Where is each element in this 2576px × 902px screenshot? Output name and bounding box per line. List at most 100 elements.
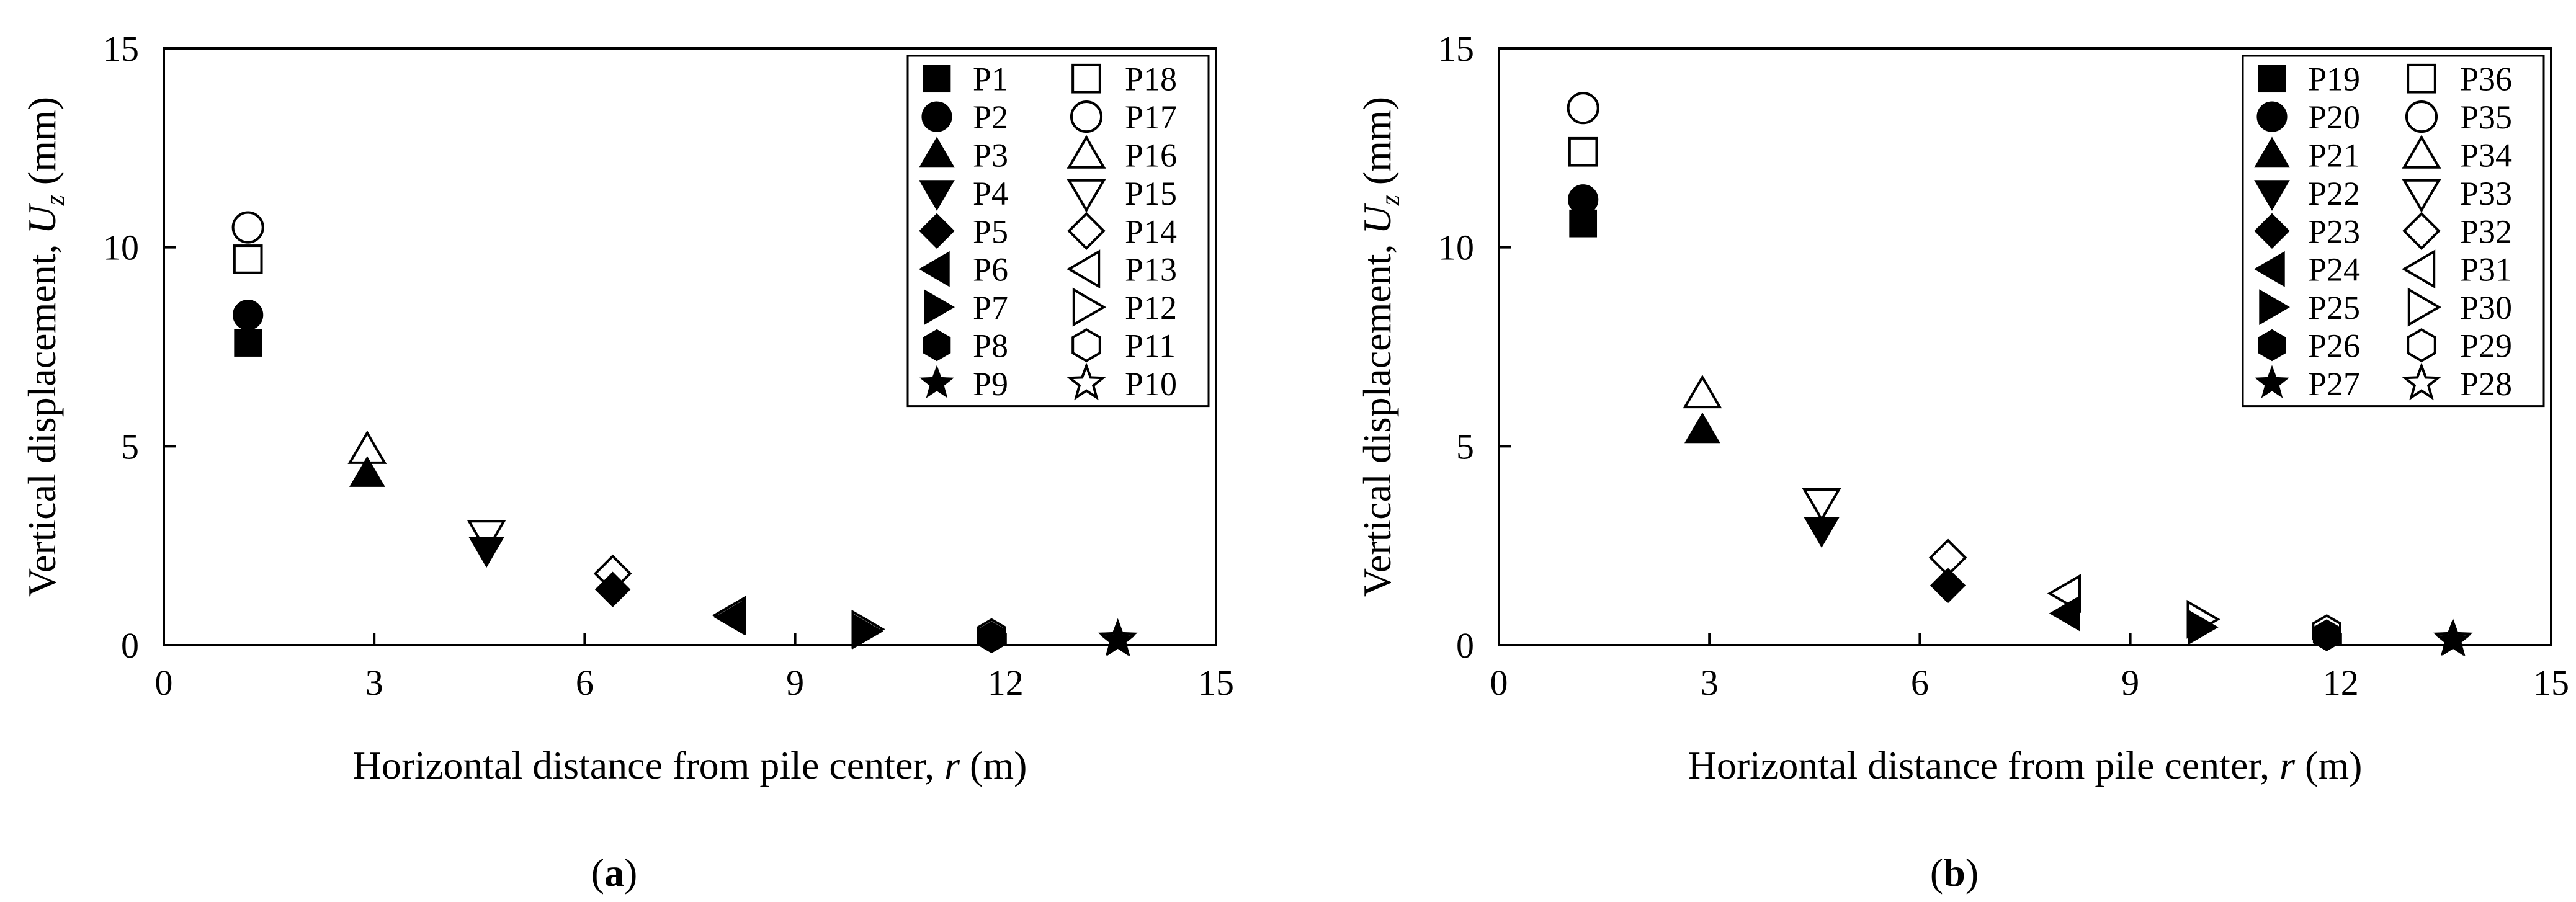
legend-label: P31 xyxy=(2460,251,2512,288)
legend-entry: P15 xyxy=(1067,175,1177,213)
legend-entry: P8 xyxy=(923,328,1008,365)
legend-entry: P1 xyxy=(923,61,1008,98)
x-tick-label: 6 xyxy=(576,663,594,703)
legend-label: P3 xyxy=(973,137,1008,174)
data-point-p25 xyxy=(2188,609,2219,645)
legend-entry: P13 xyxy=(1067,249,1177,289)
y-axis-label: Vertical displacement, Uz (mm) xyxy=(20,97,70,597)
legend-label: P13 xyxy=(1125,251,1177,288)
legend-label: P6 xyxy=(973,251,1008,288)
legend-entry: P24 xyxy=(2254,251,2360,288)
data-point-p17 xyxy=(231,211,264,244)
legend-marker-p34 xyxy=(2402,135,2441,169)
legend-marker-p17 xyxy=(1070,100,1103,133)
legend-entry: P25 xyxy=(2259,289,2360,326)
legend-marker-p35 xyxy=(2405,100,2438,133)
y-tick-label: 10 xyxy=(1438,228,1474,268)
legend-entry: P5 xyxy=(919,213,1008,250)
x-tick-label: 0 xyxy=(155,663,173,703)
legend-label: P1 xyxy=(973,61,1008,98)
legend-label: P9 xyxy=(973,365,1008,403)
legend-label: P17 xyxy=(1125,99,1177,136)
legend-entry: P17 xyxy=(1070,99,1177,136)
legend-marker-p24 xyxy=(2254,251,2285,287)
legend-label: P2 xyxy=(973,99,1008,136)
legend-marker-p9 xyxy=(919,365,954,398)
data-point-p9 xyxy=(1100,623,1135,656)
data-point-p35 xyxy=(1567,92,1599,125)
panel-label: (b) xyxy=(1930,851,1979,895)
x-axis-label: Horizontal distance from pile center, r … xyxy=(353,743,1027,787)
x-tick-label: 3 xyxy=(365,663,383,703)
panel-label: (a) xyxy=(591,851,638,895)
legend-entry: P9 xyxy=(919,365,1008,403)
data-point-p7 xyxy=(852,613,883,650)
legend-marker-p14 xyxy=(1067,212,1106,251)
legend-entry: P2 xyxy=(921,99,1008,136)
y-tick-label: 0 xyxy=(1456,625,1474,666)
plot-frame xyxy=(1498,47,2552,646)
legend-label: P36 xyxy=(2460,61,2512,98)
data-point-p6 xyxy=(713,599,745,635)
legend-marker-p36 xyxy=(2407,63,2436,94)
data-point-p26 xyxy=(2312,619,2341,651)
legend-label: P24 xyxy=(2308,251,2360,288)
legend-marker-p2 xyxy=(921,101,952,132)
data-point-p34 xyxy=(1683,375,1722,409)
legend-marker-p27 xyxy=(2255,365,2289,398)
legend-entry: P21 xyxy=(2254,137,2360,174)
legend-label: P28 xyxy=(2460,365,2512,403)
x-tick-label: 3 xyxy=(1701,663,1719,703)
data-point-p18 xyxy=(233,244,263,274)
legend-entry: P28 xyxy=(2401,362,2512,403)
legend-entry: P27 xyxy=(2255,365,2360,403)
legend-entry: P29 xyxy=(2407,328,2512,365)
legend-label: P30 xyxy=(2460,289,2512,326)
legend-marker-p8 xyxy=(923,329,951,362)
legend-marker-p6 xyxy=(919,251,950,287)
data-point-p21 xyxy=(1684,412,1720,444)
legend-entry: P35 xyxy=(2405,99,2512,136)
legend-marker-p22 xyxy=(2254,180,2290,211)
legend-label: P27 xyxy=(2308,365,2360,403)
legend-marker-p20 xyxy=(2256,101,2288,132)
legend-marker-p28 xyxy=(2401,362,2442,401)
data-point-p24 xyxy=(2049,595,2080,632)
legend-entry: P23 xyxy=(2254,213,2360,250)
legend-box xyxy=(2242,55,2545,408)
x-tick-label: 15 xyxy=(1198,663,1234,703)
legend-marker-p11 xyxy=(1071,328,1101,363)
legend-marker-p29 xyxy=(2407,328,2436,363)
data-point-p36 xyxy=(1568,136,1598,167)
data-point-p22 xyxy=(1804,517,1840,548)
legend-marker-p10 xyxy=(1066,362,1107,401)
y-tick-label: 5 xyxy=(1456,426,1474,467)
data-point-p27 xyxy=(2435,623,2471,656)
data-point-p5 xyxy=(594,571,631,607)
legend-entry: P6 xyxy=(919,251,1008,288)
x-tick-label: 12 xyxy=(988,663,1024,703)
legend-label: P11 xyxy=(1125,328,1176,365)
legend-entry: P16 xyxy=(1067,135,1177,174)
legend-label: P32 xyxy=(2460,213,2512,250)
x-axis-label: Horizontal distance from pile center, r … xyxy=(1688,743,2363,787)
data-point-p33 xyxy=(1802,488,1841,522)
x-tick-label: 15 xyxy=(2533,663,2569,703)
x-tick-label: 9 xyxy=(786,663,804,703)
data-point-p2 xyxy=(233,300,264,331)
legend-label: P5 xyxy=(973,213,1008,250)
legend-entry: P14 xyxy=(1067,212,1177,251)
legend-label: P29 xyxy=(2460,328,2512,365)
y-tick-label: 5 xyxy=(121,426,139,467)
y-tick-label: 15 xyxy=(103,29,139,69)
legend-marker-p32 xyxy=(2402,212,2441,251)
x-tick-label: 12 xyxy=(2323,663,2359,703)
legend-entry: P19 xyxy=(2258,61,2360,98)
legend-entry: P4 xyxy=(919,175,1008,212)
legend-entry: P31 xyxy=(2402,249,2512,289)
legend-entry: P26 xyxy=(2258,328,2360,365)
legend-marker-p30 xyxy=(2407,287,2441,327)
x-tick-label: 0 xyxy=(1490,663,1508,703)
legend-label: P10 xyxy=(1125,365,1177,403)
